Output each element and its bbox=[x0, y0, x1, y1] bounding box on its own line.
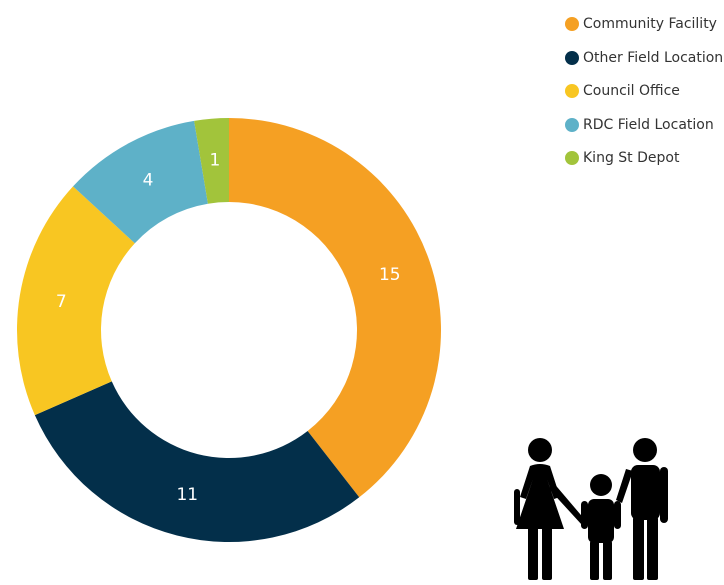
slice-value-label: 11 bbox=[176, 485, 198, 505]
legend-swatch bbox=[565, 117, 579, 132]
slice-rdc-field-location[interactable] bbox=[73, 120, 208, 244]
slice-king-st-depot[interactable] bbox=[194, 118, 229, 204]
legend-item[interactable]: RDC Field Location bbox=[565, 114, 723, 136]
legend-swatch bbox=[565, 50, 579, 65]
family-icon bbox=[514, 438, 668, 580]
slice-labels: 15 11 7 4 1 bbox=[56, 151, 401, 505]
legend-swatch bbox=[565, 17, 579, 31]
slice-community-facility[interactable] bbox=[229, 118, 442, 498]
legend-swatch bbox=[565, 151, 579, 165]
legend-item[interactable]: Council Office bbox=[565, 80, 723, 102]
legend-item[interactable]: Other Field Location bbox=[565, 47, 723, 69]
legend-item[interactable]: King St Depot bbox=[565, 147, 723, 169]
legend-label: Council Office bbox=[583, 83, 680, 99]
legend-label: RDC Field Location bbox=[583, 116, 714, 133]
legend-swatch bbox=[565, 84, 579, 98]
legend-item[interactable]: Community Facility bbox=[565, 13, 723, 35]
legend-label: Other Field Location bbox=[583, 49, 724, 66]
legend-label: Community Facility bbox=[583, 16, 717, 32]
slice-value-label: 1 bbox=[210, 151, 221, 171]
slice-other-field-location[interactable] bbox=[34, 381, 360, 542]
donut-slices bbox=[16, 118, 442, 542]
chart-legend: Community Facility Other Field Location Co… bbox=[565, 13, 723, 181]
legend-label: King St Depot bbox=[583, 150, 680, 166]
slice-value-label: 4 bbox=[143, 170, 154, 190]
slice-council-office[interactable] bbox=[16, 186, 135, 416]
slice-value-label: 15 bbox=[379, 265, 401, 285]
slice-value-label: 7 bbox=[56, 292, 67, 312]
